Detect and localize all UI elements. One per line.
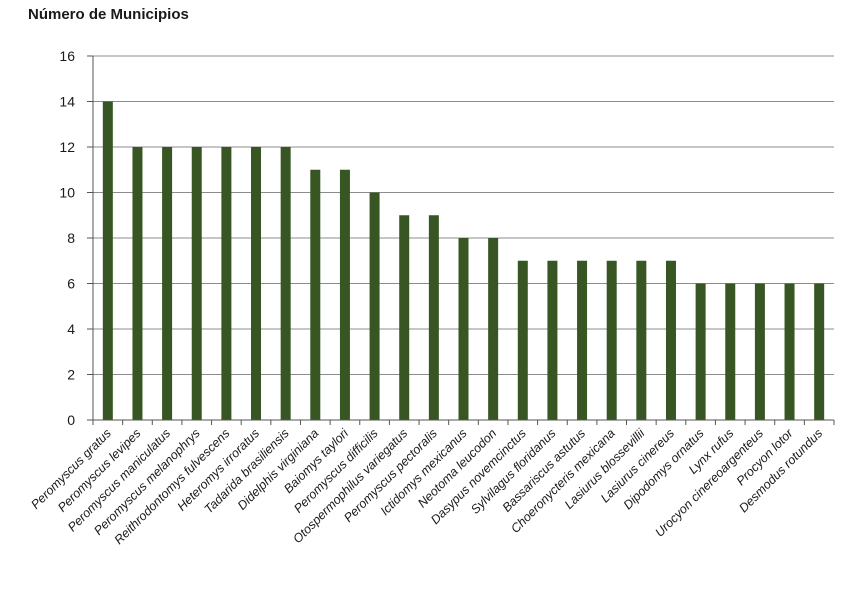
bar — [399, 215, 410, 420]
bar — [814, 283, 825, 420]
y-tick-label: 8 — [67, 230, 75, 246]
bar — [191, 147, 202, 420]
bar — [458, 238, 469, 420]
bar — [310, 169, 321, 420]
bar — [725, 283, 736, 420]
bar — [488, 238, 499, 420]
y-tick-label: 0 — [67, 412, 75, 428]
bar — [162, 147, 173, 420]
y-axis-title: Número de Municipios — [28, 6, 189, 23]
bar — [606, 260, 617, 420]
y-tick-label: 10 — [59, 185, 75, 201]
y-tick-label: 6 — [67, 276, 75, 292]
bar — [339, 169, 350, 420]
bar — [577, 260, 588, 420]
bar — [636, 260, 647, 420]
bar — [428, 215, 439, 420]
bar — [221, 147, 232, 420]
bar — [369, 192, 380, 420]
y-axis-ticks: 0 2 4 6 8 10 12 14 16 — [59, 48, 93, 428]
y-tick-label: 12 — [59, 139, 75, 155]
bar — [547, 260, 558, 420]
bar — [665, 260, 676, 420]
y-tick-label: 16 — [59, 48, 75, 64]
bar — [517, 260, 528, 420]
axes — [92, 56, 835, 425]
y-tick-label: 2 — [67, 367, 75, 383]
bar — [132, 147, 143, 420]
bar — [695, 283, 706, 420]
bar — [102, 101, 113, 420]
bar — [754, 283, 765, 420]
bar — [784, 283, 795, 420]
y-tick-label: 14 — [59, 94, 75, 110]
bars — [102, 101, 825, 420]
bar — [251, 147, 262, 420]
y-tick-label: 4 — [67, 321, 75, 337]
bar — [280, 147, 291, 420]
